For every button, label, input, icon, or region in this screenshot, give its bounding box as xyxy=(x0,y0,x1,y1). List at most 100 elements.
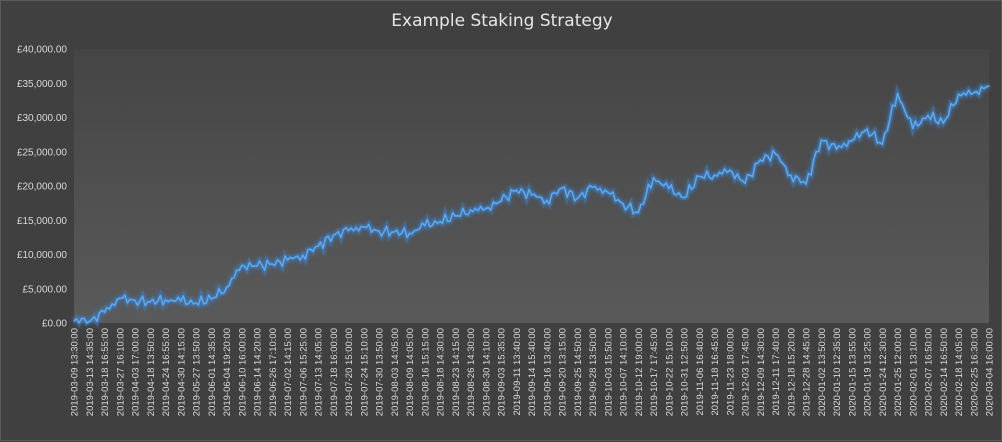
x-tick-label: 2019-09-11 13:40:00 xyxy=(512,328,523,416)
x-tick-label: 2020-01-25 12:00:00 xyxy=(893,328,904,416)
x-tick-label: 2019-12-09 14:30:00 xyxy=(756,328,767,416)
x-tick-label: 2019-12-03 17:45:00 xyxy=(741,328,752,416)
data-point xyxy=(561,187,563,189)
series-layer xyxy=(72,82,990,328)
data-point xyxy=(972,92,975,94)
x-tick-label: 2019-09-03 15:35:00 xyxy=(497,328,508,416)
data-point xyxy=(545,199,548,202)
data-point xyxy=(195,302,197,304)
x-tick-label: 2019-12-28 14:45:00 xyxy=(802,328,813,416)
x-tick-label: 2019-05-27 13:50:00 xyxy=(192,328,203,416)
x-axis: 2019-03-09 13:30:00 2019-03-13 14:35:00 20… xyxy=(70,328,996,416)
data-point xyxy=(988,85,990,87)
data-point xyxy=(591,186,594,189)
data-point xyxy=(881,143,884,146)
x-tick-label: 2019-08-18 14:30:00 xyxy=(436,328,447,416)
data-point xyxy=(378,230,380,233)
plot-area xyxy=(74,49,989,323)
x-tick-label: 2019-09-16 13:40:00 xyxy=(542,328,553,416)
data-point xyxy=(332,234,335,237)
data-point xyxy=(911,127,914,130)
data-point xyxy=(850,139,853,142)
x-tick-label: 2019-10-17 17:45:00 xyxy=(649,328,660,416)
data-point xyxy=(500,200,502,202)
x-tick-label: 2019-08-23 14:15:00 xyxy=(451,328,462,416)
x-tick-label: 2019-06-10 16:00:00 xyxy=(237,328,248,416)
x-tick-label: 2019-11-18 16:45:00 xyxy=(710,328,721,416)
data-point xyxy=(606,191,609,193)
y-tick-label: £20,000.00 xyxy=(17,182,67,193)
x-tick-label: 2020-01-24 12:30:00 xyxy=(878,328,889,416)
x-tick-label: 2019-11-06 16:40:00 xyxy=(695,328,706,416)
x-tick-label: 2020-02-18 14:05:00 xyxy=(954,328,965,416)
data-point xyxy=(652,176,655,179)
data-point xyxy=(347,229,350,232)
x-tick-label: 2019-06-14 14:20:00 xyxy=(253,328,264,416)
y-tick-label: £0.00 xyxy=(42,319,67,330)
x-tick-label: 2019-07-24 15:10:00 xyxy=(359,328,370,416)
data-point xyxy=(896,92,899,95)
data-point xyxy=(73,320,75,322)
x-tick-label: 2019-07-30 13:50:00 xyxy=(375,328,386,416)
x-tick-label: 2019-04-24 16:55:00 xyxy=(161,328,172,416)
x-tick-label: 2019-04-18 13:50:00 xyxy=(146,328,157,416)
x-tick-label: 2020-03-04 16:00:00 xyxy=(985,328,996,416)
x-tick-label: 2020-02-25 16:30:00 xyxy=(969,328,980,416)
x-tick-label: 2019-08-03 14:05:00 xyxy=(390,328,401,416)
data-point xyxy=(393,231,396,233)
data-point xyxy=(408,232,411,235)
y-tick-label: £30,000.00 xyxy=(17,113,67,124)
x-tick-label: 2020-01-10 12:35:00 xyxy=(832,328,843,416)
data-point xyxy=(622,203,624,205)
data-point xyxy=(423,224,426,227)
data-point xyxy=(484,207,487,210)
y-tick-label: £15,000.00 xyxy=(17,216,67,227)
data-point xyxy=(88,320,91,323)
x-tick-label: 2019-03-27 16:10:00 xyxy=(115,328,126,416)
data-point xyxy=(515,189,518,191)
x-tick-label: 2019-10-12 19:00:00 xyxy=(634,328,645,416)
x-tick-label: 2019-10-03 15:50:00 xyxy=(603,328,614,416)
data-point xyxy=(271,263,274,265)
x-tick-label: 2019-03-18 16:55:00 xyxy=(100,328,111,416)
chart-title: Example Staking Strategy xyxy=(391,11,613,31)
data-point xyxy=(744,182,746,185)
x-tick-label: 2019-07-20 15:00:00 xyxy=(344,328,355,416)
y-tick-label: £35,000.00 xyxy=(17,79,67,90)
data-point xyxy=(118,297,121,300)
y-tick-label: £10,000.00 xyxy=(17,250,67,261)
data-point xyxy=(713,174,716,176)
x-tick-label: 2020-01-19 13:25:00 xyxy=(863,328,874,416)
x-tick-label: 2020-02-01 13:10:00 xyxy=(908,328,919,416)
x-tick-label: 2019-06-04 19:20:00 xyxy=(222,328,233,416)
data-point xyxy=(759,159,762,161)
data-point xyxy=(866,128,868,130)
data-point xyxy=(362,226,365,228)
data-point xyxy=(134,299,136,302)
data-point xyxy=(667,187,670,190)
data-point xyxy=(469,209,472,211)
data-point xyxy=(789,174,792,176)
x-tick-label: 2020-01-15 13:55:00 xyxy=(847,328,858,416)
data-point xyxy=(728,169,731,172)
x-tick-label: 2019-08-26 14:30:00 xyxy=(466,328,477,416)
x-tick-label: 2019-09-20 13:15:00 xyxy=(558,328,569,416)
x-tick-label: 2019-07-13 14:05:00 xyxy=(314,328,325,416)
data-point xyxy=(103,311,106,313)
x-tick-label: 2019-06-01 14:35:00 xyxy=(207,328,218,416)
data-point xyxy=(164,298,167,301)
x-tick-label: 2019-04-03 17:00:00 xyxy=(131,328,142,416)
data-point xyxy=(317,245,319,248)
data-point xyxy=(957,93,960,96)
data-point xyxy=(927,114,929,117)
x-tick-label: 2020-01-02 13:50:00 xyxy=(817,328,828,416)
x-tick-label: 2019-03-09 13:30:00 xyxy=(70,328,81,416)
data-point xyxy=(942,122,945,124)
data-point xyxy=(530,194,533,196)
x-tick-label: 2019-04-30 14:15:00 xyxy=(176,328,187,416)
data-point xyxy=(210,298,213,300)
data-point xyxy=(805,183,807,185)
data-point xyxy=(286,259,289,261)
